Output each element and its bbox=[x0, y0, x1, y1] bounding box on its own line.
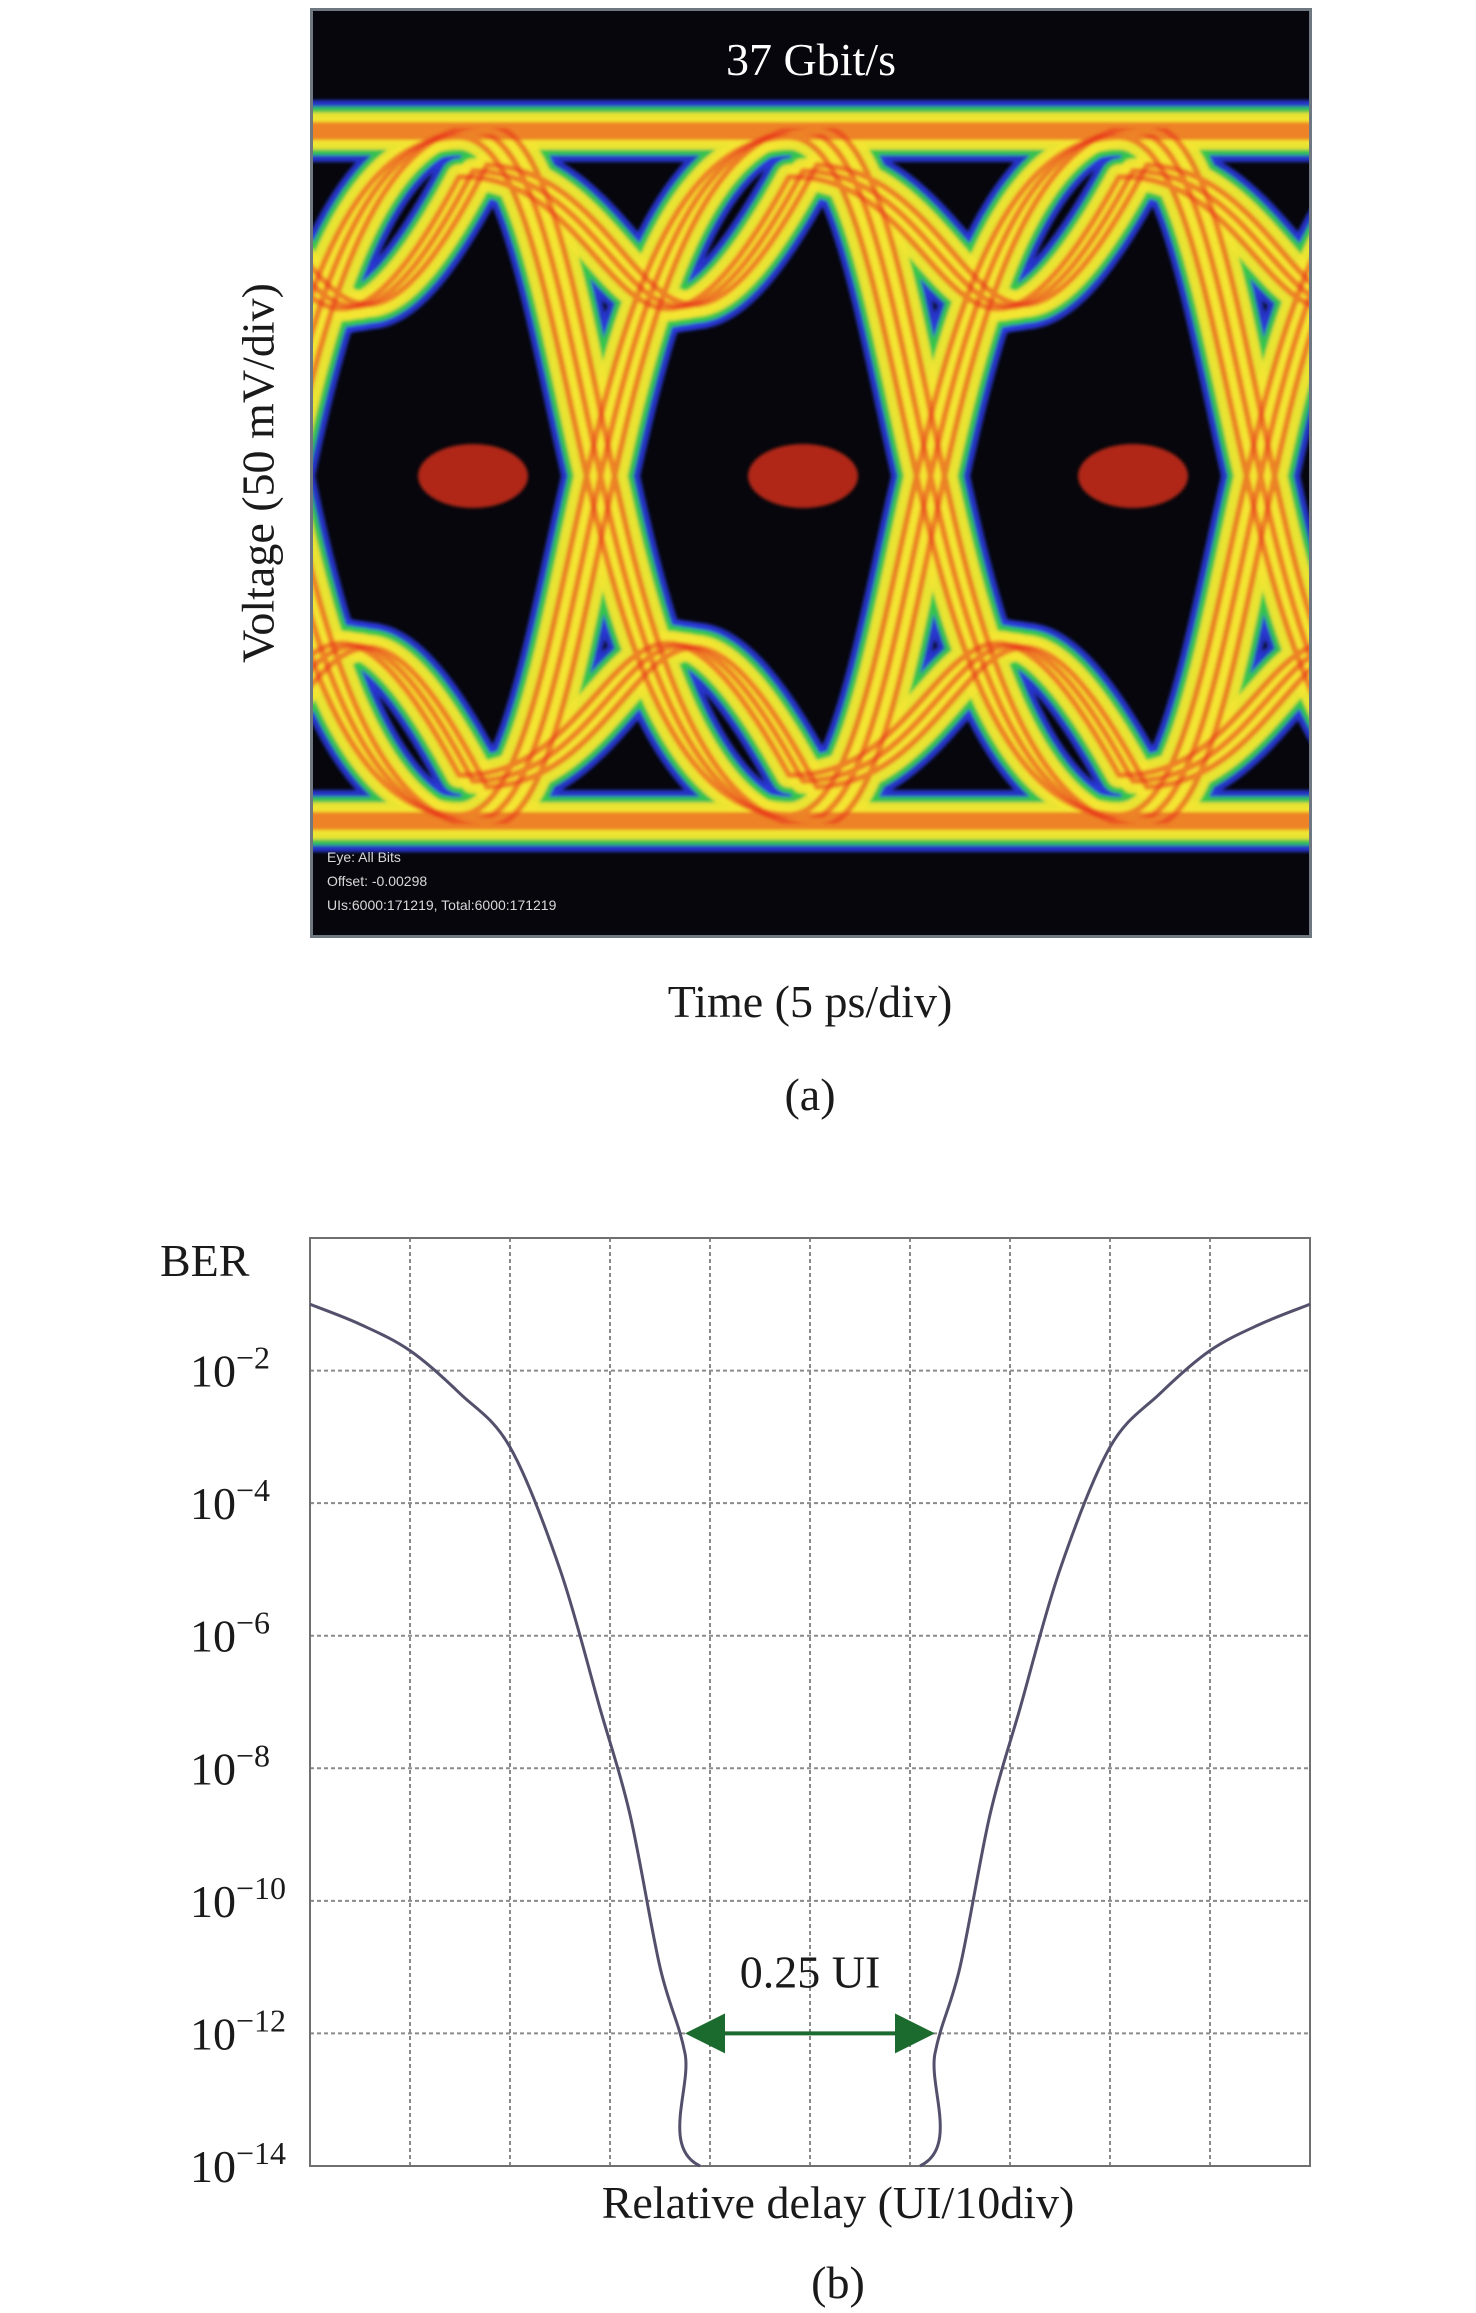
eye-y-axis-label: Voltage (50 mV/div) bbox=[232, 283, 284, 663]
eye-trace-band bbox=[313, 128, 1309, 824]
eye-info-line: UIs:6000:171219, Total:6000:171219 bbox=[327, 897, 557, 913]
eye-crossing-peak bbox=[748, 444, 858, 508]
eye-diagram-panel: 37 Gbit/s Eye: All Bits Offset: -0.00298… bbox=[310, 8, 1312, 938]
eye-info-line: Eye: All Bits bbox=[327, 849, 401, 865]
eye-info-line: Offset: -0.00298 bbox=[327, 873, 428, 889]
caption-b: (b) bbox=[811, 2257, 865, 2308]
ber-y-tick-label: 10−2 bbox=[190, 1340, 270, 1397]
ber-y-axis-label: BER bbox=[160, 1235, 250, 1286]
ber-annotation-label: 0.25 UI bbox=[740, 1946, 881, 1997]
ber-y-tick-label: 10−10 bbox=[190, 1870, 286, 1927]
ber-y-tick-label: 10−14 bbox=[190, 2135, 286, 2192]
ber-y-tick-label: 10−8 bbox=[190, 1737, 270, 1794]
ber-y-tick-label: 10−4 bbox=[190, 1472, 270, 1529]
eye-diagram-title: 37 Gbit/s bbox=[726, 34, 896, 85]
eye-crossing-peak bbox=[418, 444, 528, 508]
ber-x-axis-label: Relative delay (UI/10div) bbox=[602, 2177, 1075, 2228]
eye-trace-band bbox=[313, 134, 1309, 818]
eye-crossing-peak bbox=[1078, 444, 1188, 508]
ber-plot-frame bbox=[309, 1237, 1311, 2167]
caption-a: (a) bbox=[784, 1069, 836, 1120]
ber-y-tick-label: 10−12 bbox=[190, 2002, 286, 2059]
eye-x-axis-label: Time (5 ps/div) bbox=[667, 976, 953, 1027]
eye-trace-band bbox=[313, 122, 1309, 830]
ber-curve bbox=[309, 1302, 1311, 2168]
eye-diagram bbox=[313, 100, 1309, 852]
ber-y-tick-label: 10−6 bbox=[190, 1605, 270, 1662]
ber-chart: BER 10−2 10−4 10−6 10−8 10−10 10−12 10−14 0.25… bbox=[160, 1235, 1311, 2308]
